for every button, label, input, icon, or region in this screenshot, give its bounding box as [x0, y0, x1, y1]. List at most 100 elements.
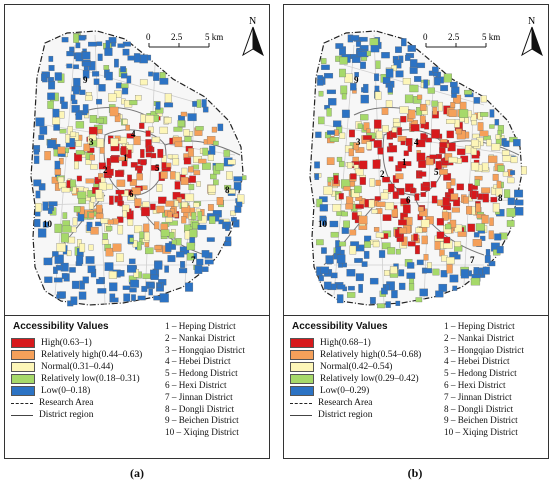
accessibility-cell — [347, 292, 356, 298]
accessibility-cell — [76, 175, 82, 182]
accessibility-cell — [496, 245, 504, 254]
accessibility-cell — [174, 181, 181, 190]
accessibility-cell — [106, 225, 113, 231]
accessibility-cell — [329, 137, 339, 142]
accessibility-cell — [398, 188, 405, 196]
accessibility-cell — [398, 282, 406, 290]
accessibility-cell — [321, 64, 330, 70]
accessibility-cell — [137, 168, 143, 174]
accessibility-cell — [61, 37, 69, 43]
accessibility-cell — [87, 265, 96, 274]
legend-a: High(0.63–1) Relatively high(0.44–0.63) … — [11, 337, 159, 421]
accessibility-cell — [85, 178, 95, 184]
accessibility-cell — [81, 51, 91, 60]
accessibility-cell — [425, 137, 432, 143]
map-number-1: 1 — [123, 153, 128, 163]
accessibility-cell — [148, 282, 155, 289]
accessibility-cell — [184, 230, 191, 240]
accessibility-cell — [88, 126, 98, 136]
scale-tick-5: 5 km — [205, 32, 223, 42]
accessibility-cell — [351, 212, 358, 220]
accessibility-cell — [73, 85, 80, 95]
accessibility-cell — [482, 193, 489, 203]
accessibility-cell — [366, 141, 372, 150]
scale-tick-5: 5 km — [482, 32, 500, 42]
accessibility-cell — [486, 139, 492, 147]
accessibility-cell — [223, 241, 232, 247]
accessibility-cell — [381, 107, 389, 115]
accessibility-cell — [148, 126, 154, 133]
accessibility-cell — [79, 89, 86, 95]
accessibility-cell — [326, 89, 336, 95]
accessibility-cell — [55, 265, 63, 271]
accessibility-cell — [446, 130, 454, 139]
accessibility-cell — [343, 220, 350, 228]
accessibility-cell — [455, 128, 462, 135]
accessibility-cell — [344, 73, 353, 83]
accessibility-cell — [416, 139, 426, 148]
accessibility-cell — [236, 201, 243, 208]
district-region-line — [11, 414, 33, 416]
accessibility-cell — [70, 94, 76, 101]
accessibility-cell — [339, 241, 347, 247]
accessibility-cell — [407, 45, 416, 52]
accessibility-cell — [446, 256, 455, 265]
accessibility-cell — [358, 284, 363, 293]
accessibility-cell — [136, 241, 142, 251]
accessibility-cell — [355, 204, 364, 209]
accessibility-cell — [335, 43, 344, 49]
accessibility-cell — [349, 229, 357, 236]
accessibility-cell — [196, 99, 202, 108]
accessibility-cell — [495, 134, 501, 140]
accessibility-cell — [44, 276, 53, 283]
accessibility-cell — [473, 232, 480, 238]
accessibility-cell — [360, 61, 366, 69]
accessibility-cell — [47, 208, 53, 214]
accessibility-cell — [342, 262, 347, 268]
accessibility-cell — [321, 58, 327, 64]
accessibility-cell — [409, 59, 418, 68]
accessibility-cell — [62, 212, 68, 219]
accessibility-cell — [159, 293, 169, 303]
accessibility-cell — [43, 257, 53, 266]
accessibility-cell — [336, 156, 343, 162]
accessibility-cell — [480, 235, 486, 241]
accessibility-cell — [407, 241, 416, 247]
accessibility-cell — [197, 211, 203, 221]
accessibility-cell — [338, 160, 345, 168]
accessibility-cell — [407, 262, 415, 269]
accessibility-cells-b — [314, 34, 527, 309]
accessibility-cell — [112, 243, 122, 252]
accessibility-cell — [186, 242, 196, 251]
accessibility-cell — [193, 202, 200, 208]
accessibility-cell — [464, 89, 473, 95]
accessibility-cell — [381, 242, 391, 250]
accessibility-cell — [181, 201, 188, 208]
accessibility-cell — [420, 192, 427, 197]
accessibility-cell — [89, 115, 97, 123]
accessibility-cell — [400, 115, 407, 123]
accessibility-cell — [118, 156, 128, 161]
accessibility-cell — [108, 271, 117, 279]
accessibility-cell — [350, 83, 357, 91]
accessibility-cell — [107, 219, 114, 225]
accessibility-cell — [157, 148, 164, 158]
accessibility-cell — [215, 163, 224, 171]
accessibility-cell — [116, 179, 126, 187]
accessibility-cell — [35, 190, 41, 199]
accessibility-cell — [117, 43, 125, 48]
accessibility-cell — [147, 145, 153, 152]
accessibility-cell — [423, 254, 429, 261]
accessibility-cell — [39, 126, 48, 135]
accessibility-cell — [459, 117, 465, 122]
accessibility-cell — [354, 168, 364, 176]
accessibility-cell — [83, 143, 91, 152]
accessibility-cell — [75, 140, 82, 147]
accessibility-cell — [206, 237, 215, 242]
district-item: 7 – Jinnan District — [444, 391, 512, 402]
accessibility-cell — [74, 161, 79, 170]
map-labels-a: 9 3 4 1 2 5 6 8 10 7 — [43, 75, 230, 265]
accessibility-cell — [196, 181, 201, 187]
accessibility-cell — [329, 220, 339, 228]
accessibility-cell — [202, 147, 209, 156]
